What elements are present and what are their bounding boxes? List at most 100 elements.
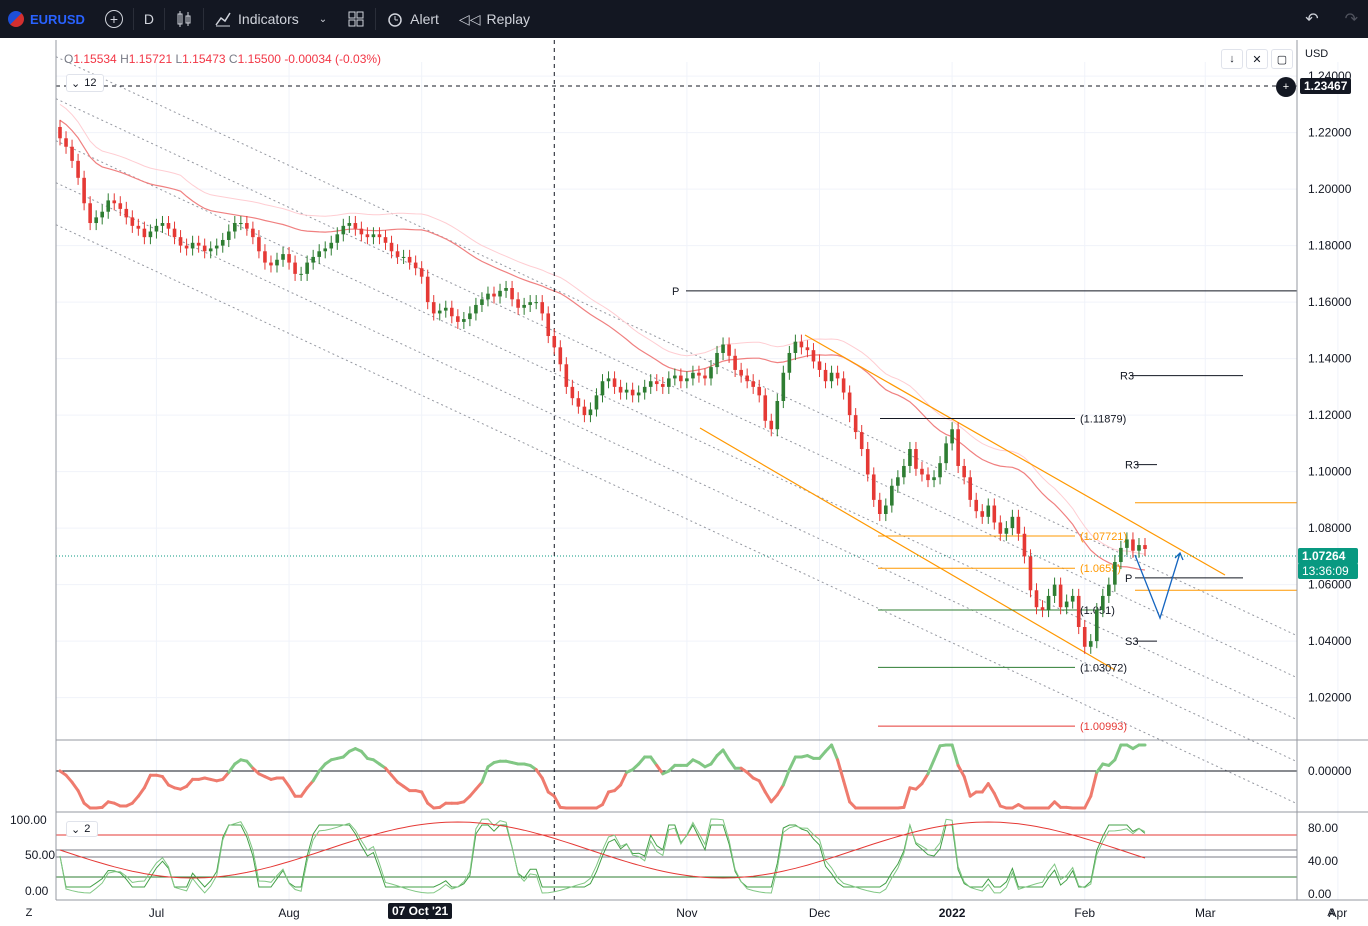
candle-body	[564, 364, 569, 387]
candle-body	[968, 477, 972, 500]
add-symbol-icon: +	[104, 10, 123, 28]
candle-body	[377, 234, 382, 238]
replay-button[interactable]: ◁◁ Replay	[449, 0, 540, 38]
chevron-down-icon[interactable]: ⌄	[318, 13, 328, 25]
candle-body	[775, 401, 780, 430]
redo-icon[interactable]: ↷	[1344, 11, 1358, 28]
osc-tick-label: 0.00000	[1308, 764, 1352, 778]
auto-scale-right-button[interactable]: A	[1327, 907, 1335, 919]
price-tick-label: 1.22000	[1308, 126, 1352, 140]
chart-type-button[interactable]	[165, 0, 203, 38]
time-tick-label: Dec	[809, 906, 830, 920]
candle-body	[1010, 516, 1015, 529]
price-tick-label: 1.04000	[1308, 634, 1352, 648]
close-pane-button[interactable]: ✕	[1246, 49, 1268, 69]
candle-body	[486, 293, 490, 300]
move-down-button[interactable]: ↓	[1221, 49, 1243, 69]
candle-body	[654, 381, 659, 385]
currency-label[interactable]: USD	[1305, 48, 1329, 60]
oscillator-segment	[986, 782, 996, 795]
stoch-slow-line	[59, 821, 1146, 879]
stoch-left-tick: 50.00	[25, 848, 55, 862]
candle-body	[443, 307, 448, 311]
auto-scale-left-button[interactable]: Z	[25, 907, 33, 919]
alert-button[interactable]: Alert	[376, 0, 449, 38]
candle-body	[667, 378, 671, 387]
candle-body	[685, 378, 689, 382]
candle-body	[94, 217, 98, 224]
stoch-right-tick: 0.00	[1308, 887, 1332, 901]
chevron-icon: ⌄	[71, 823, 81, 836]
candle-body	[865, 449, 870, 475]
candle-body	[317, 251, 321, 257]
time-tick-label: Nov	[676, 906, 697, 920]
candle-body	[299, 273, 303, 275]
candle-body	[648, 381, 653, 387]
pivot-level-label: S3	[1125, 636, 1138, 648]
pivot-level-label: P	[672, 286, 679, 298]
undo-icon[interactable]: ↶	[1305, 11, 1319, 28]
axes: 1.240001.220001.200001.180001.160001.140…	[10, 40, 1368, 920]
candle-body	[1143, 545, 1147, 550]
oscillator-segment	[64, 773, 74, 784]
candle-body	[431, 302, 436, 314]
ohlc-legend: O1.15534 H1.15721 L1.15473 C1.15500 -0.0…	[64, 52, 382, 66]
compare-button[interactable]: +	[95, 0, 133, 38]
crosshair-date-tag: 07 Oct '21	[388, 903, 453, 919]
candle-body	[974, 499, 979, 512]
candle-body	[582, 406, 587, 416]
add-plus-icon[interactable]: +	[1276, 77, 1296, 97]
time-tick-label: Aug	[278, 906, 299, 920]
layouts-button[interactable]	[337, 0, 375, 38]
candle-body	[1046, 595, 1051, 611]
stoch-k-line	[59, 823, 1146, 888]
candle-body	[251, 228, 255, 238]
candle-body	[305, 262, 309, 274]
candle-body	[1076, 595, 1081, 627]
candle-body	[335, 234, 340, 243]
candle-body	[329, 242, 334, 249]
candle-body	[1040, 607, 1045, 611]
oscillator-pane	[56, 743, 1297, 810]
stochastic-pane	[56, 818, 1297, 894]
interval-button[interactable]: D	[134, 0, 164, 38]
candle-body	[528, 302, 532, 305]
candle-body	[1094, 610, 1099, 642]
indicators-button[interactable]: Indicators ⌄	[204, 0, 337, 38]
oscillator-segment	[311, 769, 321, 783]
candle-body	[552, 336, 557, 348]
chart-canvas[interactable]: PR3(1.11879)R3(1.07721)(1.0659)P(1.051)S…	[0, 38, 1368, 926]
candle-body	[980, 511, 985, 517]
indicators-toggle[interactable]: ⌄ 12	[66, 74, 104, 92]
candle-body	[1125, 539, 1129, 548]
price-tick-label: 1.10000	[1308, 465, 1352, 479]
candle-body	[624, 389, 629, 393]
candle-body	[281, 254, 285, 260]
projection-arrow	[1134, 552, 1181, 620]
candle-body	[142, 228, 147, 238]
candle-body	[456, 316, 460, 322]
oscillator-segment	[709, 754, 719, 766]
oscillator-segment	[932, 744, 942, 762]
alert-label: Alert	[410, 11, 439, 27]
oscillator-segment	[992, 791, 1002, 808]
indicators-icon	[215, 12, 231, 27]
candle-body	[757, 386, 762, 396]
pivot-level-label: (1.0659)	[1080, 563, 1121, 575]
candle-body	[178, 237, 183, 246]
candle-body	[419, 268, 424, 277]
symbol-search[interactable]: EURUSD	[0, 0, 95, 38]
maximize-pane-button[interactable]: ▢	[1271, 49, 1293, 69]
indicator-count: 12	[84, 77, 97, 89]
symbol-label: EURUSD	[30, 11, 85, 27]
oscillator-segment	[637, 755, 647, 766]
candle-body	[944, 443, 948, 464]
candle-body	[859, 432, 864, 450]
candle-body	[799, 341, 804, 348]
candle-body	[323, 248, 328, 252]
candle-body	[745, 375, 749, 382]
indicators-toggle-2[interactable]: ⌄ 2	[66, 821, 98, 837]
oscillator-segment	[763, 790, 773, 804]
oscillator-segment	[775, 783, 785, 797]
oscillator-segment	[130, 794, 140, 805]
